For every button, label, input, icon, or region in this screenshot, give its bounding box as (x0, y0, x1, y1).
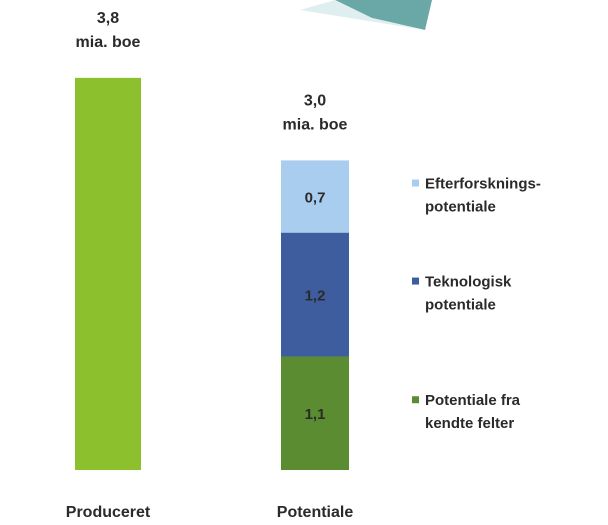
x-tick-label: Potentiale (277, 504, 354, 521)
unit-label: mia. boe (76, 34, 141, 51)
bar-segment (281, 160, 349, 233)
unit-label: mia. boe (283, 117, 348, 134)
legend-swatch (412, 277, 419, 285)
legend-swatch (412, 179, 419, 187)
value-label: 1,2 (305, 288, 326, 305)
total-label: 3,0 (304, 93, 326, 110)
decoration-shadow (300, 0, 425, 30)
value-label: 0,7 (305, 189, 326, 206)
total-label: 3,8 (97, 10, 119, 27)
x-tick-label: Produceret (66, 504, 151, 521)
legend-swatch (412, 396, 419, 404)
bar-segment (75, 77, 141, 470)
legend-label: Teknologisk potentiale (425, 274, 512, 314)
bar-segment (281, 232, 349, 357)
bar-segment (281, 356, 349, 470)
legend-label: Efterforsknings-potentiale (425, 175, 541, 215)
decoration (335, 0, 432, 30)
legend-label: Potentiale fra kendte felter (425, 392, 521, 432)
value-label: 1,1 (305, 406, 326, 423)
